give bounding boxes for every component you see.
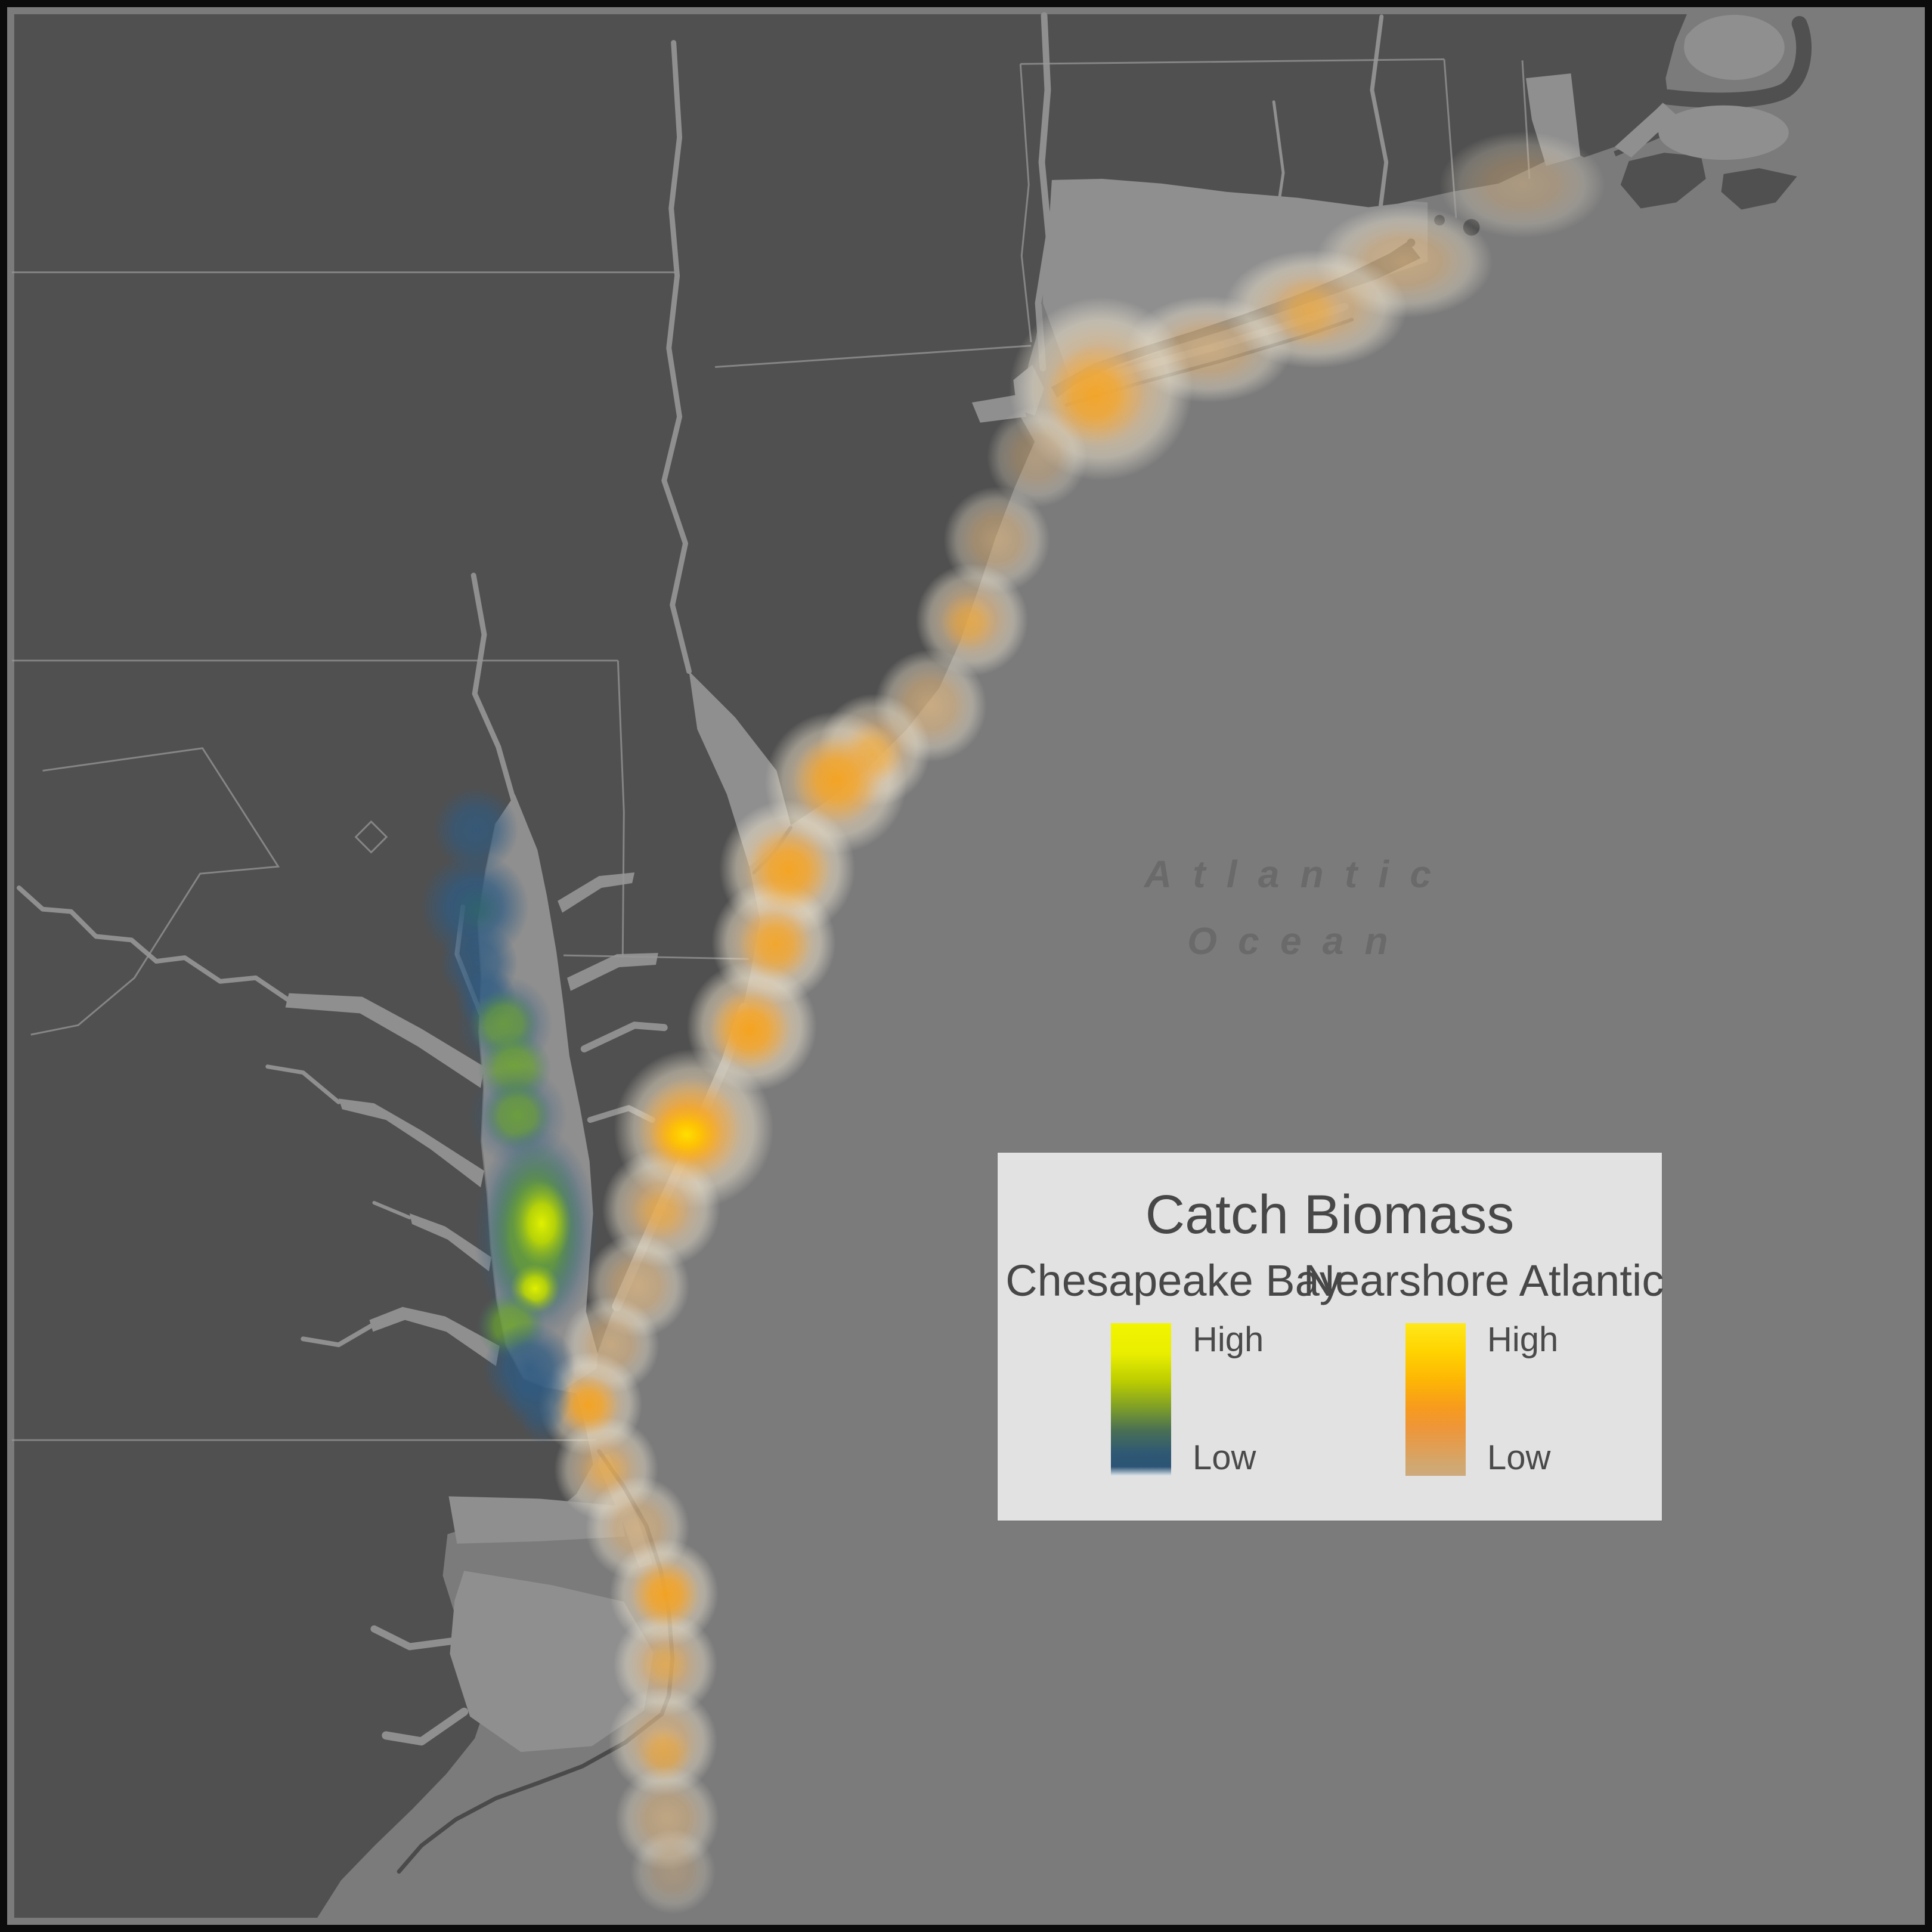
ocean-label: Atlantic Ocean xyxy=(1144,841,1452,974)
heat-atlantic-mid xyxy=(558,276,1345,1782)
legend-series-name-chesapeake: Chesapeake Bay xyxy=(1005,1256,1342,1305)
basemap-svg xyxy=(7,7,1925,1925)
heat-atlantic-low xyxy=(538,131,1605,1915)
legend-box: Catch Biomass Chesapeake Bay Nearshore A… xyxy=(998,1153,1664,1521)
legend-gradient-bar-nearshore xyxy=(1405,1323,1466,1476)
legend-title: Catch Biomass xyxy=(1145,1184,1515,1245)
legend-high-label-nearshore: High xyxy=(1487,1320,1559,1359)
heat-atlantic-high xyxy=(649,1104,724,1166)
mainland-landmass xyxy=(14,14,1687,1918)
legend-low-label-chesapeake: Low xyxy=(1193,1438,1256,1477)
ocean-label-line1: Atlantic xyxy=(1144,853,1453,896)
legend-high-label-chesapeake: High xyxy=(1193,1320,1264,1359)
coastal-map: Atlantic Ocean Catch Biomass Chesapeake … xyxy=(7,7,1925,1925)
ocean-label-line2: Ocean xyxy=(1187,919,1409,962)
heat-chesapeake xyxy=(420,787,598,1445)
legend-series-name-nearshore: Nearshore Atlantic xyxy=(1303,1256,1664,1305)
legend-gradient-bar-chesapeake xyxy=(1111,1323,1171,1476)
legend-low-label-nearshore: Low xyxy=(1487,1438,1551,1477)
